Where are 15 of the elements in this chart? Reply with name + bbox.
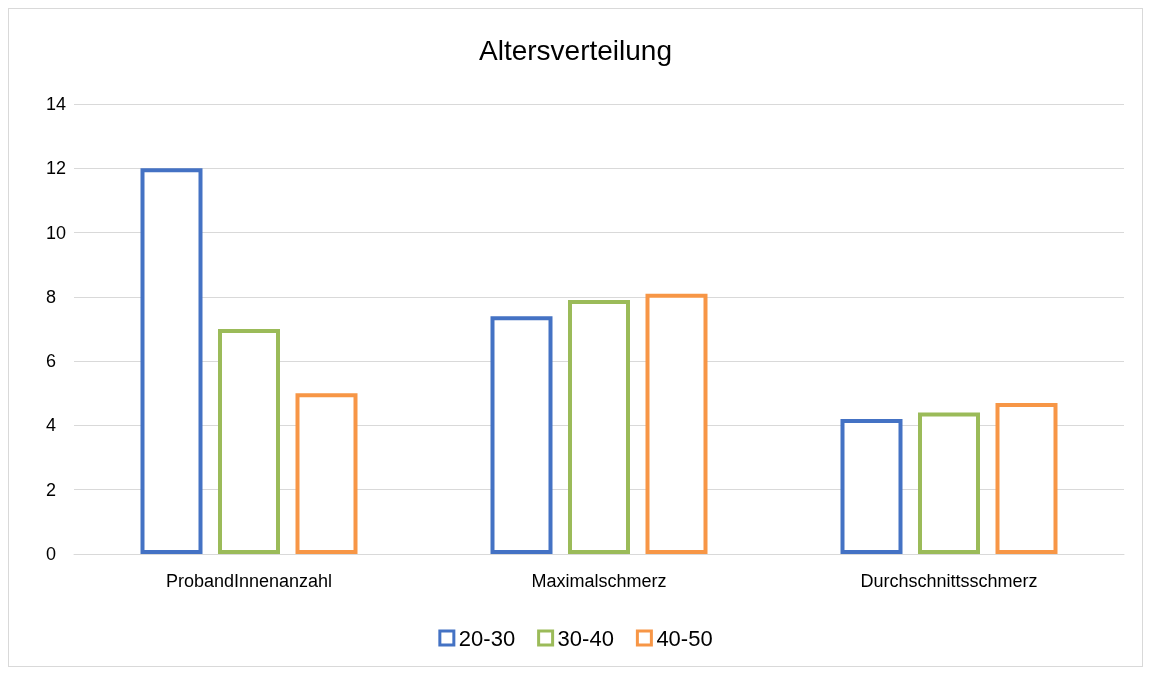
y-tick-label: 8 [46, 286, 57, 307]
x-tick-label: ProbandInnenanzahl [165, 571, 333, 591]
legend-label: 40-50 [656, 625, 713, 651]
y-tick-label: 10 [46, 222, 67, 243]
y-tick-label: 12 [46, 158, 67, 179]
y-tick-label: 6 [46, 351, 57, 372]
y-tick-label: 4 [46, 415, 57, 436]
y-tick-label: 14 [46, 94, 67, 114]
chart-title: Altersverteilung [479, 34, 672, 66]
legend-label: 30-40 [557, 625, 614, 651]
legend-label: 20-30 [458, 625, 516, 651]
x-tick-label: Maximalschmerz [531, 571, 667, 591]
y-tick-label: 2 [46, 479, 57, 500]
y-tick-label: 0 [46, 544, 57, 564]
x-tick-label: Durchschnittsschmerz [860, 571, 1038, 591]
